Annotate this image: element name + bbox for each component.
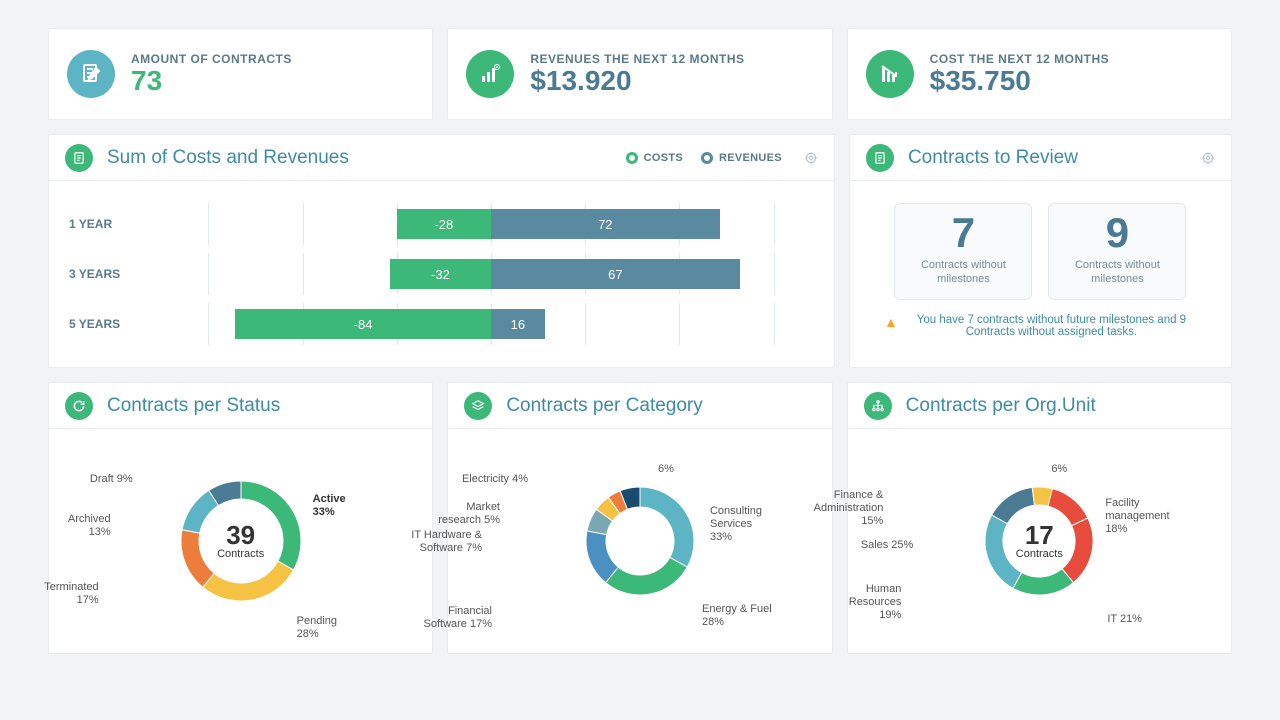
panel-header: Sum of Costs and Revenues COSTS REVENUES	[49, 135, 834, 181]
panel-header: Contracts per Category	[448, 383, 831, 429]
orgchart-icon	[864, 392, 892, 420]
barchart-body: 1 YEAR-28723 YEARS-32675 YEARS-8416	[49, 181, 834, 367]
review-box-tasks[interactable]: 9 Contracts without milestones	[1048, 203, 1186, 300]
panel-title: Contracts per Org.Unit	[906, 395, 1096, 417]
kpi-label: AMOUNT OF CONTRACTS	[131, 52, 292, 66]
donut-body: ConsultingServices33%Energy & Fuel28%Fin…	[448, 429, 831, 653]
document-icon	[67, 50, 115, 98]
target-icon[interactable]	[804, 151, 818, 165]
kpi-value: $35.750	[930, 66, 1110, 97]
review-box-milestones[interactable]: 7 Contracts without milestones	[894, 203, 1032, 300]
status-donut-panel: Contracts per Status 39ContractsActive33…	[48, 382, 433, 654]
donut-body: 39ContractsActive33%Pending28%Terminated…	[49, 429, 432, 653]
refresh-icon	[65, 392, 93, 420]
review-number: 7	[903, 212, 1023, 254]
panel-header: Contracts per Status	[49, 383, 432, 429]
review-sublabel: Contracts without milestones	[903, 258, 1023, 287]
kpi-revenues-card[interactable]: REVENUES THE NEXT 12 MONTHS $13.920	[447, 28, 832, 120]
costs-revenues-panel: Sum of Costs and Revenues COSTS REVENUES…	[48, 134, 835, 368]
orgunit-donut[interactable]: 17ContractsFacilitymanagement18%IT 21%Hu…	[868, 447, 1211, 635]
panel-title: Contracts to Review	[908, 147, 1078, 169]
contracts-review-panel: Contracts to Review 7 Contracts without …	[849, 134, 1232, 368]
document-icon	[866, 144, 894, 172]
legend-ring-icon	[701, 152, 713, 164]
middle-row: Sum of Costs and Revenues COSTS REVENUES…	[48, 134, 1232, 368]
panel-title: Contracts per Category	[506, 395, 702, 417]
legend-costs[interactable]: COSTS	[626, 152, 683, 164]
category-donut[interactable]: ConsultingServices33%Energy & Fuel28%Fin…	[468, 447, 811, 635]
legend-label: REVENUES	[719, 152, 782, 164]
kpi-contracts-card[interactable]: AMOUNT OF CONTRACTS 73	[48, 28, 433, 120]
kpi-value: 73	[131, 66, 292, 97]
panel-title: Contracts per Status	[107, 395, 280, 417]
panel-title: Sum of Costs and Revenues	[107, 147, 349, 169]
legend-ring-icon	[626, 152, 638, 164]
chart-down-icon	[866, 50, 914, 98]
kpi-label: COST THE NEXT 12 MONTHS	[930, 52, 1110, 66]
review-number: 9	[1057, 212, 1177, 254]
legend-label: COSTS	[644, 152, 683, 164]
status-donut[interactable]: 39ContractsActive33%Pending28%Terminated…	[69, 447, 412, 635]
category-donut-panel: Contracts per Category ConsultingService…	[447, 382, 832, 654]
review-body: 7 Contracts without milestones 9 Contrac…	[850, 181, 1231, 367]
kpi-value: $13.920	[530, 66, 744, 97]
review-sublabel: Contracts without milestones	[1057, 258, 1177, 287]
layers-icon	[464, 392, 492, 420]
chart-up-icon	[466, 50, 514, 98]
warning-icon: ▲	[884, 314, 898, 330]
document-icon	[65, 144, 93, 172]
donut-row: Contracts per Status 39ContractsActive33…	[48, 382, 1232, 654]
orgunit-donut-panel: Contracts per Org.Unit 17ContractsFacili…	[847, 382, 1232, 654]
review-boxes: 7 Contracts without milestones 9 Contrac…	[870, 199, 1211, 310]
donut-body: 17ContractsFacilitymanagement18%IT 21%Hu…	[848, 429, 1231, 653]
legend-revenues[interactable]: REVENUES	[701, 152, 782, 164]
warning-text: You have 7 contracts without future mile…	[906, 314, 1197, 338]
kpi-costs-card[interactable]: COST THE NEXT 12 MONTHS $35.750	[847, 28, 1232, 120]
review-warning: ▲ You have 7 contracts without future mi…	[870, 310, 1211, 338]
kpi-row: AMOUNT OF CONTRACTS 73 REVENUES THE NEXT…	[48, 28, 1232, 120]
panel-legend: COSTS REVENUES	[626, 151, 818, 165]
panel-header: Contracts to Review	[850, 135, 1231, 181]
target-icon[interactable]	[1201, 151, 1215, 165]
kpi-label: REVENUES THE NEXT 12 MONTHS	[530, 52, 744, 66]
panel-header: Contracts per Org.Unit	[848, 383, 1231, 429]
